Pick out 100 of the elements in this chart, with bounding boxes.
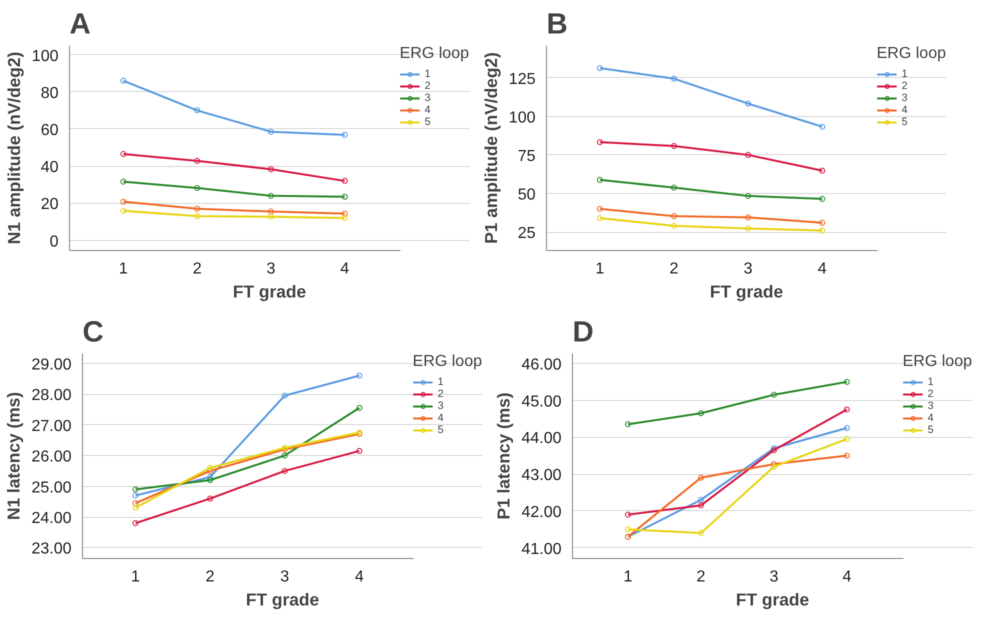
legend-label: 4 — [438, 412, 445, 424]
point — [207, 464, 214, 471]
x-tick-label: 1 — [595, 260, 604, 278]
legend-label: 2 — [902, 80, 909, 92]
point — [698, 502, 704, 508]
point — [194, 158, 200, 164]
y-tick-label: 0 — [50, 233, 59, 250]
legend-label: 4 — [928, 412, 935, 424]
point — [770, 464, 777, 470]
point — [268, 128, 274, 135]
x-tick-label: 3 — [744, 260, 753, 278]
y-tick-label: 100 — [508, 109, 536, 126]
y-tick-label: 29.00 — [31, 356, 72, 374]
point — [268, 208, 274, 215]
legend-title: ERG loop — [902, 353, 972, 371]
legend-title: ERG loop — [412, 353, 482, 371]
legend-label: 3 — [902, 92, 909, 104]
y-tick-label: 26.00 — [31, 448, 72, 466]
y-tick-label: 41.00 — [521, 540, 562, 558]
x-tick-label: 1 — [118, 260, 128, 278]
chart-title: D — [572, 316, 594, 348]
y-tick-label: 27.00 — [31, 418, 72, 435]
y-tick-label: 42.00 — [521, 504, 562, 521]
point — [282, 452, 288, 459]
point — [745, 100, 752, 107]
x-axis-title: FT grade — [736, 590, 810, 610]
y-tick-label: 125 — [508, 70, 536, 88]
y-axis-title: N1 amplitude (nV/deg2) — [4, 52, 24, 244]
point — [194, 206, 200, 212]
y-tick-label: 75 — [518, 148, 536, 165]
chart-title: A — [70, 8, 91, 40]
y-tick-label: 20 — [40, 196, 59, 214]
y-tick-label: 100 — [32, 48, 59, 65]
y-tick-label: 50 — [518, 186, 536, 204]
point — [194, 107, 200, 114]
point — [745, 192, 752, 199]
point — [194, 213, 200, 220]
point — [670, 143, 677, 149]
x-tick-label: 1 — [624, 568, 633, 586]
legend-label: 5 — [928, 424, 935, 436]
point — [207, 468, 214, 474]
x-axis-title: FT grade — [232, 282, 306, 302]
legend-label: 5 — [438, 424, 445, 436]
y-axis-title: N1 latency (ms) — [3, 392, 24, 520]
y-axis-title: P1 latency (ms) — [493, 392, 514, 520]
x-tick-label: 2 — [696, 568, 706, 586]
x-tick-label: 1 — [131, 568, 140, 586]
legend-label: 2 — [424, 80, 432, 92]
legend-label: 4 — [902, 104, 909, 116]
point — [670, 222, 677, 229]
point — [282, 392, 288, 399]
legend-label: 3 — [438, 400, 445, 412]
chart-title: B — [546, 8, 568, 40]
y-tick-label: 60 — [40, 122, 59, 139]
y-tick-label: 43.00 — [521, 467, 562, 484]
x-tick-label: 4 — [354, 568, 364, 586]
point — [770, 392, 777, 398]
point — [745, 214, 752, 220]
y-tick-label: 44.00 — [521, 430, 562, 448]
y-tick-label: 24.00 — [31, 510, 72, 528]
point — [745, 152, 752, 158]
legend-label: 2 — [928, 388, 935, 400]
y-tick-label: 45.00 — [521, 393, 562, 410]
point — [207, 477, 214, 484]
point — [268, 214, 274, 220]
legend-title: ERG loop — [876, 45, 946, 63]
point — [670, 184, 677, 191]
point — [207, 496, 214, 502]
x-tick-label: 2 — [670, 260, 679, 278]
x-tick-label: 3 — [266, 260, 276, 278]
legend-label: 1 — [902, 68, 909, 80]
point — [698, 496, 704, 503]
y-tick-label: 80 — [40, 84, 59, 102]
legend-label: 5 — [424, 116, 432, 128]
legend-label: 1 — [438, 376, 445, 388]
x-tick-label: 3 — [280, 568, 290, 586]
y-tick-label: 25 — [518, 225, 536, 242]
chart-title: C — [82, 316, 104, 348]
y-tick-label: 28.00 — [31, 387, 72, 404]
point — [698, 474, 704, 481]
legend-label: 3 — [928, 400, 935, 412]
point — [698, 410, 704, 416]
x-axis-title: FT grade — [710, 282, 784, 302]
x-tick-label: 2 — [206, 568, 215, 586]
x-axis-title: FT grade — [246, 590, 320, 610]
point — [670, 213, 677, 220]
y-tick-label: 25.00 — [31, 479, 72, 496]
y-tick-label: 40 — [40, 159, 59, 176]
legend-label: 5 — [902, 116, 909, 128]
y-tick-label: 23.00 — [31, 540, 72, 558]
point — [745, 225, 752, 232]
x-tick-label: 2 — [192, 260, 202, 278]
x-tick-label: 3 — [769, 568, 778, 586]
legend-label: 4 — [424, 104, 432, 116]
x-tick-label: 4 — [340, 260, 350, 278]
legend-label: 1 — [928, 376, 935, 388]
legend-label: 1 — [424, 68, 432, 80]
point — [698, 530, 704, 536]
legend-title: ERG loop — [400, 45, 469, 63]
y-axis-title: P1 amplitude (nV/deg2) — [480, 52, 501, 244]
